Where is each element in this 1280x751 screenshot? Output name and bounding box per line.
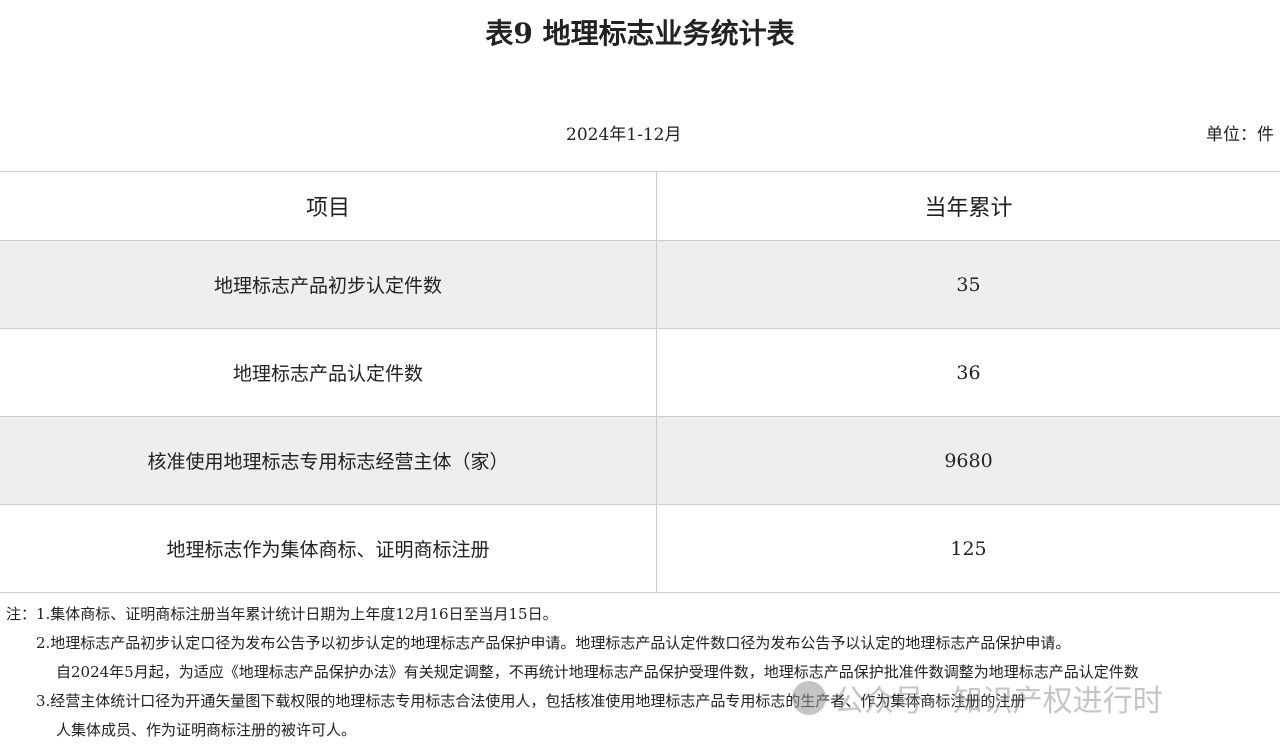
row-item: 核准使用地理标志专用标志经营主体（家） xyxy=(0,416,657,505)
wechat-icon xyxy=(792,681,826,715)
column-header-value: 当年累计 xyxy=(656,171,1280,241)
unit-label: 单位：件 xyxy=(1206,125,1274,145)
note-2: 2.地理标志产品初步认定口径为发布公告予以初步认定的地理标志产品保护申请。地理标… xyxy=(36,634,1071,652)
row-item: 地理标志作为集体商标、证明商标注册 xyxy=(0,504,657,593)
table-header-row: 项目 当年累计 xyxy=(0,171,1280,241)
watermark: 公众号 · 知识产权进行时 xyxy=(792,676,1163,720)
statistics-table: 项目 当年累计 地理标志产品初步认定件数 35 地理标志产品认定件数 36 核准… xyxy=(0,171,1280,593)
watermark-text: 公众号 · 知识产权进行时 xyxy=(834,684,1163,719)
row-item: 地理标志产品初步认定件数 xyxy=(0,240,657,329)
note-2-continued: 自2024年5月起，为适应《地理标志产品保护办法》有关规定调整，不再统计地理标志… xyxy=(56,663,1139,681)
table-row: 地理标志作为集体商标、证明商标注册 125 xyxy=(0,504,1280,593)
table-row: 地理标志产品认定件数 36 xyxy=(0,328,1280,417)
row-value: 9680 xyxy=(656,416,1280,505)
column-header-item: 项目 xyxy=(0,171,657,241)
row-value: 125 xyxy=(656,504,1280,593)
table-row: 地理标志产品初步认定件数 35 xyxy=(0,240,1280,329)
row-value: 36 xyxy=(656,328,1280,417)
note-3-continued: 人集体成员、作为证明商标注册的被许可人。 xyxy=(56,721,357,739)
note-1: 注：1.集体商标、证明商标注册当年累计统计日期为上年度12月16日至当月15日。 xyxy=(6,605,558,623)
notes: 注：1.集体商标、证明商标注册当年累计统计日期为上年度12月16日至当月15日。… xyxy=(6,600,1139,745)
note-3: 3.经营主体统计口径为开通矢量图下载权限的地理标志专用标志合法使用人，包括核准使… xyxy=(36,692,1026,710)
row-value: 35 xyxy=(656,240,1280,329)
period-label: 2024年1-12月 xyxy=(566,125,682,145)
table-row: 核准使用地理标志专用标志经营主体（家） 9680 xyxy=(0,416,1280,505)
page-title: 表9 地理标志业务统计表 xyxy=(485,17,795,50)
row-item: 地理标志产品认定件数 xyxy=(0,328,657,417)
